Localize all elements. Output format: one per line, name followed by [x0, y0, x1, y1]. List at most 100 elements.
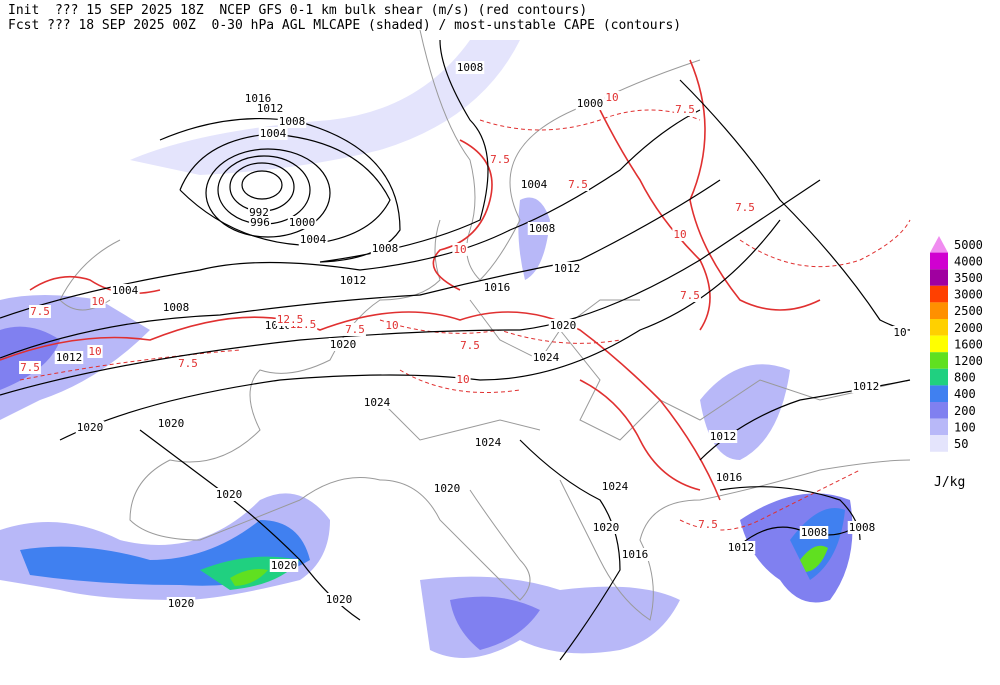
shear-label: 7.5	[698, 518, 718, 531]
legend-swatch	[930, 252, 948, 270]
label-bg	[600, 480, 630, 493]
legend-swatch	[930, 418, 948, 436]
label-bg	[679, 289, 701, 302]
label-bg	[591, 521, 621, 534]
isobar-label: 1024	[364, 396, 391, 409]
legend-swatch	[930, 402, 948, 419]
label-bg	[734, 201, 756, 214]
legend-label: 200	[954, 404, 976, 418]
shear-label: 7.5	[675, 103, 695, 116]
legend-swatch	[930, 385, 948, 402]
shear-label: 10	[456, 373, 469, 386]
label-bg	[324, 593, 354, 606]
legend-label: 2000	[954, 321, 983, 335]
isobar-label: 1004	[521, 178, 548, 191]
label-bg	[455, 61, 485, 74]
isobar-label: 1020	[168, 597, 195, 610]
label-bg	[452, 243, 468, 256]
label-bg	[473, 436, 503, 449]
label-bg	[362, 396, 392, 409]
isobar-label: 1020	[550, 319, 577, 332]
shear-label: 10	[91, 295, 104, 308]
isobar-label: 1024	[475, 436, 502, 449]
label-bg	[287, 216, 317, 229]
cape-shading	[0, 40, 853, 658]
isobar-label: 1020	[326, 593, 353, 606]
legend-swatch	[930, 236, 948, 253]
isobar-label: 1008	[279, 115, 306, 128]
label-bg	[519, 178, 549, 191]
isobar-label: 1024	[602, 480, 629, 493]
legend-swatch	[930, 302, 948, 319]
isobar-label: 1012	[56, 351, 83, 364]
legend-swatch	[930, 368, 948, 386]
legend-label: 400	[954, 387, 976, 401]
label-bg	[90, 295, 106, 308]
isobar-label: 1016	[245, 92, 272, 105]
shear-label: 7.5	[680, 289, 700, 302]
label-bg	[674, 103, 696, 116]
isobar-label: 1012	[853, 380, 880, 393]
label-bg	[249, 216, 271, 229]
shear-label: 7.5	[30, 305, 50, 318]
shear-label: 10	[385, 319, 398, 332]
label-bg	[255, 102, 285, 115]
isobar-label: 1020	[271, 559, 298, 572]
isobar-label: 1008	[457, 61, 484, 74]
isobar-label: 1004	[112, 284, 139, 297]
isobar-label: 1016	[484, 281, 511, 294]
shear-label: 7.5	[460, 339, 480, 352]
label-bg	[338, 274, 368, 287]
label-bg	[29, 305, 51, 318]
isobar-label: 1004	[260, 127, 287, 140]
label-bg	[527, 222, 557, 235]
shear-label: 12.5	[277, 313, 304, 326]
label-bg	[275, 313, 305, 326]
label-bg	[156, 417, 186, 430]
legend-swatch	[930, 319, 948, 336]
isobar-label: 1000	[577, 97, 604, 110]
isobar-label: 992	[249, 206, 269, 219]
isobar-label: 1016	[622, 548, 649, 561]
shear-label: 7.5	[568, 178, 588, 191]
isobar-label: 1020	[434, 482, 461, 495]
header-line: Fcst ??? 18 SEP 2025 00Z 0-30 hPa AGL ML…	[8, 18, 681, 33]
isobar-label: 1012	[257, 102, 284, 115]
label-bg	[531, 351, 561, 364]
legend-label: 3500	[954, 271, 983, 285]
label-bg	[455, 373, 471, 386]
isobar-label: 1020	[216, 488, 243, 501]
label-bg	[269, 559, 299, 572]
isobar-label: 1012	[554, 262, 581, 275]
label-bg	[892, 326, 908, 339]
legend-label: 800	[954, 371, 976, 385]
label-bg	[708, 430, 738, 443]
label-bg	[177, 357, 199, 370]
label-bg	[672, 228, 688, 241]
label-bg	[384, 319, 400, 332]
label-bg	[161, 301, 191, 314]
isobar-label: 1012	[710, 430, 737, 443]
label-bg	[432, 482, 462, 495]
label-bg	[370, 242, 400, 255]
isobar-label: 1020	[158, 417, 185, 430]
label-bg	[489, 153, 511, 166]
legend-label: 1200	[954, 354, 983, 368]
label-bg	[298, 233, 328, 246]
label-bg	[214, 488, 244, 501]
label-bg	[87, 345, 103, 358]
shear-label: 10	[673, 228, 686, 241]
label-bg	[726, 541, 756, 554]
label-bg	[459, 339, 481, 352]
label-bg	[166, 597, 196, 610]
label-bg	[620, 548, 650, 561]
isobar-label: 1024	[533, 351, 560, 364]
isobar-label: 1008	[372, 242, 399, 255]
header-line: Init ??? 15 SEP 2025 18Z NCEP GFS 0-1 km…	[8, 3, 587, 18]
legend: 5000 4000 3500 3000 2500 2000 1600 1200 800 400 20…	[930, 236, 983, 452]
shear-label: 10	[88, 345, 101, 358]
shear-label: 7.5	[178, 357, 198, 370]
shear-label: 10	[605, 91, 618, 104]
isobar-label: 1008	[163, 301, 190, 314]
